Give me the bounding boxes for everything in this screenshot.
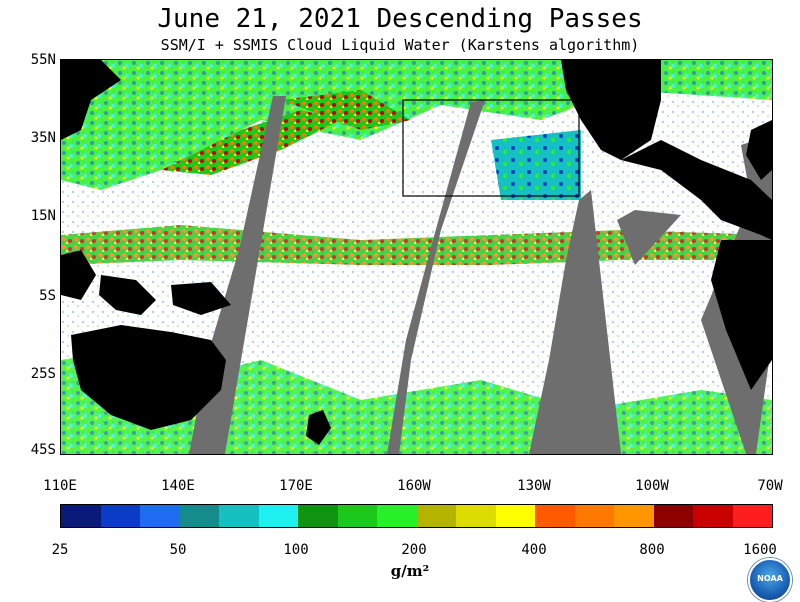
- colorbar-label-25: 25: [51, 542, 69, 558]
- map-canvas: [61, 60, 772, 454]
- lon-label-70w: 70W: [757, 478, 783, 494]
- colorbar-segment-1: [100, 505, 140, 527]
- colorbar-segment-8: [377, 505, 417, 527]
- land-new-guinea: [171, 282, 231, 315]
- colorbar-segment-6: [298, 505, 338, 527]
- noaa-logo: NOAA: [748, 558, 792, 602]
- lat-label-25s: 25S: [30, 366, 56, 382]
- colorbar-label-400: 400: [521, 542, 547, 558]
- colorbar-segment-2: [140, 505, 180, 527]
- page-subtitle: SSM/I + SSMIS Cloud Liquid Water (Karste…: [160, 36, 640, 54]
- land-south-america: [711, 240, 772, 390]
- colorbar-segment-12: [535, 505, 575, 527]
- lon-label-110e: 110E: [43, 478, 77, 494]
- colorbar-label-200: 200: [401, 542, 427, 558]
- lat-label-55n: 55N: [30, 52, 56, 68]
- lon-label-140e: 140E: [161, 478, 195, 494]
- lat-label-5s: 5S: [39, 288, 56, 304]
- colorbar-segment-15: [653, 505, 693, 527]
- colorbar-segment-11: [495, 505, 535, 527]
- colorbar-units: g/m²: [390, 562, 430, 580]
- land-caribbean: [746, 120, 772, 180]
- colorbar-label-1600: 1600: [743, 542, 777, 558]
- land-north-america: [561, 60, 661, 160]
- colorbar-segment-13: [574, 505, 614, 527]
- land-asia-north: [61, 60, 121, 140]
- swath-gap-4: [617, 210, 681, 265]
- lat-label-45s: 45S: [30, 442, 56, 458]
- land-australia: [71, 325, 226, 430]
- east-pacific-cloud: [491, 130, 581, 200]
- land-borneo: [99, 275, 156, 315]
- colorbar-segment-9: [416, 505, 456, 527]
- colorbar-segment-4: [219, 505, 259, 527]
- page-title: June 21, 2021 Descending Passes: [157, 4, 643, 34]
- lon-label-160w: 160W: [397, 478, 431, 494]
- land-mexico: [621, 140, 772, 240]
- map-panel: [60, 59, 773, 455]
- noaa-logo-text: NOAA: [757, 574, 783, 583]
- storm-band-central: [281, 90, 411, 130]
- land-new-zealand: [306, 410, 331, 445]
- colorbar-segment-16: [693, 505, 733, 527]
- colorbar-label-50: 50: [169, 542, 187, 558]
- colorbar-segment-3: [179, 505, 219, 527]
- storm-band-west: [161, 110, 341, 175]
- colorbar-segment-14: [614, 505, 654, 527]
- colorbar-segment-5: [258, 505, 298, 527]
- lat-label-35n: 35N: [30, 130, 56, 146]
- colorbar-segment-7: [337, 505, 377, 527]
- colorbar-segment-0: [61, 505, 101, 527]
- colorbar-segment-17: [732, 505, 772, 527]
- region-box: [402, 99, 580, 197]
- colorbar-label-100: 100: [283, 542, 309, 558]
- swath-gap-3: [529, 190, 621, 454]
- lon-label-170e: 170E: [279, 478, 313, 494]
- colorbar: [60, 504, 773, 528]
- lon-label-100w: 100W: [635, 478, 669, 494]
- lon-label-130w: 130W: [517, 478, 551, 494]
- colorbar-segment-10: [456, 505, 496, 527]
- colorbar-label-800: 800: [639, 542, 665, 558]
- swath-gap-2: [387, 100, 485, 454]
- land-southeast-asia: [61, 250, 96, 300]
- lat-label-15n: 15N: [30, 208, 56, 224]
